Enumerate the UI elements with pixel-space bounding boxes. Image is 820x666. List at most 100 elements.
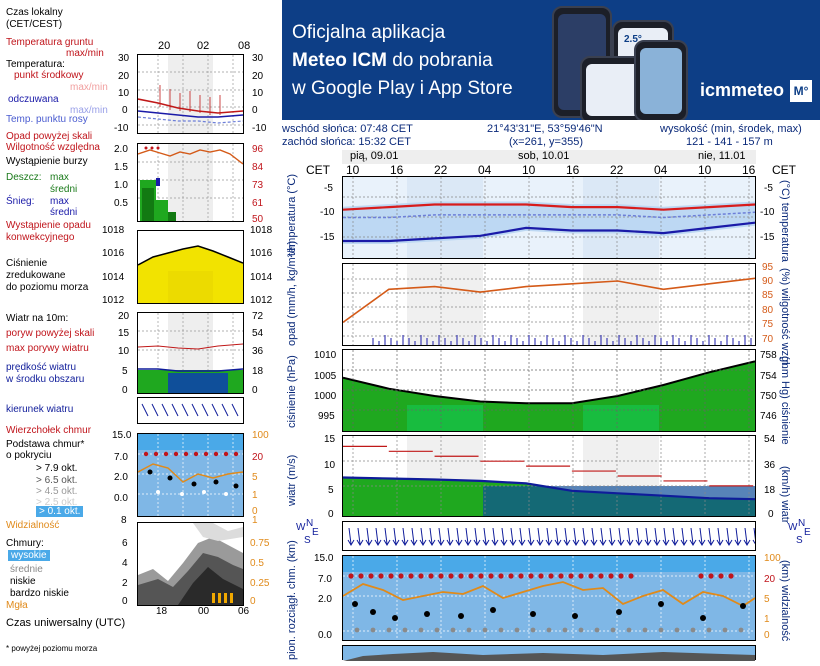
wind-direction-chart <box>343 522 755 550</box>
pressure-label-3: do poziomu morza <box>6 282 88 293</box>
cloud-base-low-dot <box>611 628 616 633</box>
cloud-base-low-dot <box>547 628 552 633</box>
day-label: nie, 11.01 <box>698 150 746 162</box>
cloud-base-dot <box>424 611 430 617</box>
cll-tick: 2 <box>122 578 128 589</box>
cbl-tick: 2.0 <box>114 472 128 483</box>
compass-e: E <box>312 527 319 538</box>
pressure-label-1: Ciśnienie <box>6 258 47 269</box>
wind-speed-label: prędkość wiatru <box>6 362 76 373</box>
wind-axis-unit: (m/s) <box>286 455 298 480</box>
cloud-base-dot <box>370 609 376 615</box>
legend-cloudbase-panel <box>137 433 244 517</box>
cloud-top-dot <box>348 573 353 578</box>
cloud-base-low-dot <box>627 628 632 633</box>
cloud-top-dot <box>448 573 453 578</box>
clouds-panel <box>342 645 756 660</box>
hum-axis-unit: (%) <box>779 268 791 285</box>
prl-tick: 1014 <box>102 272 124 283</box>
visibility-label: Widzialność <box>6 520 59 531</box>
legend-winddir-plot <box>138 398 243 423</box>
coordinates: 21°43'31"E, 53°59'46"N <box>487 123 603 135</box>
cb-r-tick: 1 <box>764 614 770 625</box>
cloud-top-dot <box>718 573 723 578</box>
cloud-top-dot <box>508 573 513 578</box>
tr-tick: 20 <box>252 71 263 82</box>
cll-tick: 6 <box>122 538 128 549</box>
wind-r-tick: 36 <box>764 460 775 471</box>
center-point-label: punkt środkowy <box>14 70 83 81</box>
rain-mean-label: średni <box>50 184 77 195</box>
temp-axis-unit-r: (°C) <box>779 180 791 200</box>
cloud-top-dot <box>478 573 483 578</box>
pl-tick: 0.5 <box>114 198 128 209</box>
wind-panel <box>342 435 756 517</box>
wr-tick: 72 <box>252 311 263 322</box>
wr-tick: 36 <box>252 346 263 357</box>
hum-tick: 75 <box>762 319 773 330</box>
legend-cloudbase-plot <box>138 434 243 516</box>
night-band <box>583 264 659 345</box>
cb-r-tick: 20 <box>764 574 775 585</box>
cloud-top-dot <box>618 573 623 578</box>
pressure-area <box>343 361 755 431</box>
hour-label: 10 <box>346 163 359 177</box>
pl-tick: 2.0 <box>114 144 128 155</box>
cloud-base-low-dot <box>579 628 584 633</box>
cbl-tick: 0.0 <box>114 493 128 504</box>
temp-l-tick: -5 <box>324 183 333 194</box>
hour-02: 02 <box>197 41 209 52</box>
cloud-base-low-dot <box>691 628 696 633</box>
cloudbase-panel <box>342 555 756 641</box>
press-axis-unit: (hPa) <box>286 355 298 382</box>
cll-tick: 4 <box>122 558 128 569</box>
center-point-sub: max/min <box>70 82 108 93</box>
elevation-values: 121 - 141 - 157 m <box>686 136 773 148</box>
tz-left: CET <box>306 163 330 177</box>
temp-l-tick: -15 <box>320 232 334 243</box>
wr-tick: 0 <box>252 385 258 396</box>
wind-l-tick: 15 <box>324 434 335 445</box>
tl-tick: 10 <box>118 88 129 99</box>
tl-tick: 20 <box>118 71 129 82</box>
prr-tick: 1018 <box>250 225 272 236</box>
fog-label: Mgła <box>6 600 28 611</box>
app-promo-banner[interactable]: Oficjalna aplikacja Meteo ICM do pobrani… <box>282 0 820 120</box>
wind-l-tick: 0 <box>328 509 334 520</box>
cloud-base-dot <box>490 607 496 613</box>
okt-level-0: > 7.9 okt. <box>36 463 77 474</box>
convective-label: Wystąpienie opadu <box>6 220 91 231</box>
wr-tick: 54 <box>252 328 263 339</box>
cloud-base-low-dot <box>659 628 664 633</box>
wind-axis-label-right: (km/h) wiatr <box>779 466 791 523</box>
cloud-top-dot <box>428 573 433 578</box>
press-axis-label-text: ciśnienie <box>286 385 298 428</box>
tl-tick: 0 <box>122 105 128 116</box>
press-r-tick: 746 <box>760 411 777 422</box>
cloud-base-low-dot <box>451 628 456 633</box>
cloud-layer-high: wysokie <box>8 550 50 561</box>
sunrise: wschód słońca: 07:48 CET <box>282 123 413 135</box>
cloud-top-dot <box>398 573 403 578</box>
cloud-top-dot <box>438 573 443 578</box>
hum-tick: 80 <box>762 305 773 316</box>
local-time-label: Czas lokalny <box>6 7 63 18</box>
legend-wind-panel <box>137 312 244 394</box>
cloudbase-chart <box>343 556 755 640</box>
wl-tick: 15 <box>118 328 129 339</box>
wind-10m-label: Wiatr na 10m: <box>6 313 68 324</box>
pr-tick: 61 <box>252 198 263 209</box>
cloud-top-dot <box>608 573 613 578</box>
cb-l-tick: 0.0 <box>318 630 332 641</box>
ground-temp-unit: max/min <box>66 48 104 59</box>
cloud-base-dot <box>352 601 358 607</box>
phone-image-4 <box>634 40 688 120</box>
temp-axis-label-right: (°C) temperatura <box>779 180 791 262</box>
compass-s-right: S <box>796 535 803 546</box>
cloud-top-dot <box>458 573 463 578</box>
precip-axis-label-text: opad <box>286 322 298 346</box>
cloud-base-dot <box>740 603 746 609</box>
cloud-layer-low: niskie <box>10 576 36 587</box>
feels-like-label: odczuwana <box>8 94 59 105</box>
